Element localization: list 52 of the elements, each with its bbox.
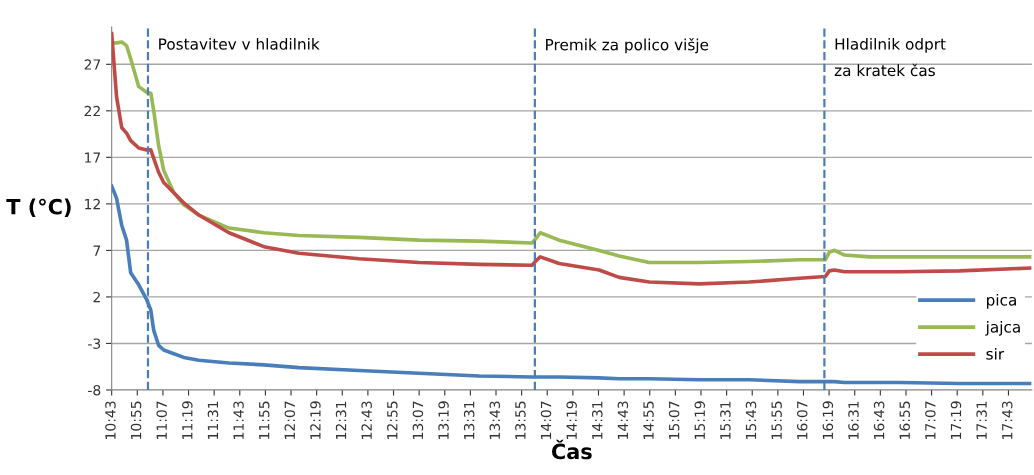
- x-tick-label: 11:31: [207, 401, 219, 439]
- x-tick-label: 10:55: [130, 401, 142, 439]
- x-tick-label: 15:19: [694, 401, 706, 439]
- y-tick-label: 2: [93, 291, 100, 303]
- y-tick-label: 7: [93, 245, 101, 256]
- y-tick-label: -8: [88, 384, 101, 396]
- x-tick-label: 12:31: [335, 401, 347, 439]
- x-tick-label: 17:19: [950, 401, 962, 439]
- x-tick-label: 10:43: [105, 401, 116, 439]
- legend-label: pica: [987, 293, 1016, 309]
- x-tick-label: 14:19: [566, 401, 577, 439]
- y-tick-label: -3: [88, 338, 101, 349]
- legend-label: sir: [986, 347, 1005, 360]
- x-tick-label: 14:07: [540, 401, 552, 439]
- x-tick-label: 16:07: [797, 401, 808, 439]
- y-tick-label: 22: [84, 105, 100, 117]
- x-tick-label: 16:43: [873, 401, 885, 439]
- ref-line-label: Postavitev v hladilnik: [159, 37, 320, 50]
- x-tick-label: 16:31: [848, 401, 859, 439]
- x-tick-label: 15:07: [668, 401, 680, 439]
- x-tick-label: 13:19: [438, 401, 449, 439]
- x-tick-label: 14:43: [617, 401, 629, 439]
- x-tick-label: 17:07: [925, 401, 936, 439]
- x-tick-label: 11:55: [259, 401, 270, 439]
- x-tick-label: 13:55: [515, 401, 526, 439]
- x-tick-label: 11:43: [233, 401, 244, 439]
- x-axis-title: Čas: [551, 439, 592, 460]
- x-tick-label: 17:31: [976, 401, 987, 439]
- y-tick-label: 17: [85, 152, 101, 163]
- x-tick-label: 12:43: [361, 401, 372, 439]
- x-tick-label: 16:19: [822, 401, 834, 439]
- x-tick-label: 11:19: [182, 401, 193, 439]
- legend-label: jajca: [985, 320, 1020, 336]
- x-tick-label: 13:31: [463, 401, 475, 439]
- x-tick-label: 15:55: [771, 401, 782, 439]
- x-tick-label: 14:31: [592, 401, 603, 439]
- x-tick-label: 12:19: [310, 401, 321, 439]
- x-tick-label: 17:43: [1001, 401, 1013, 439]
- x-tick-label: 16:55: [899, 401, 910, 439]
- x-tick-label: 12:07: [284, 401, 296, 439]
- y-axis-title: T (°C): [6, 198, 71, 218]
- y-tick-label: 12: [85, 198, 100, 210]
- x-tick-label: 12:55: [387, 401, 398, 439]
- x-tick-label: 11:07: [156, 401, 167, 439]
- x-tick-label: 13:43: [489, 401, 501, 439]
- x-tick-label: 13:07: [412, 401, 424, 439]
- ref-line-label: Premik za polico višje: [546, 37, 709, 54]
- x-tick-label: 14:55: [643, 401, 654, 439]
- x-tick-label: 15:31: [720, 401, 731, 439]
- y-tick-label: 27: [84, 59, 101, 70]
- x-tick-label: 15:43: [745, 401, 757, 439]
- ref-line-label: Hladilnik odprt za kratek čas: [834, 37, 946, 77]
